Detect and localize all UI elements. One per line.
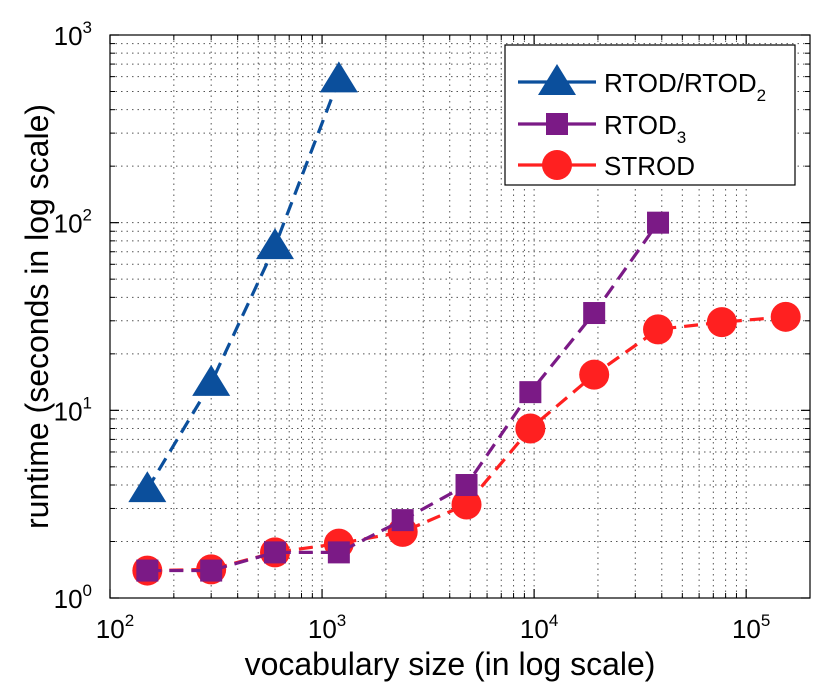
legend-item: STROD (518, 150, 695, 181)
x-tick-label-base: 10 (308, 614, 337, 644)
plot-frame (109, 34, 811, 599)
legend-label: RTOD3 (604, 110, 686, 147)
y-tick-label: 102 (54, 206, 92, 239)
series-triangle (128, 61, 358, 503)
y-tick-label-base: 10 (54, 209, 83, 239)
data-point-square (136, 559, 159, 582)
y-tick-label: 101 (54, 393, 92, 426)
data-point-square (455, 474, 478, 497)
data-point-square (647, 211, 670, 234)
y-tick-label-exponent: 0 (83, 581, 92, 600)
data-point-triangle (319, 61, 358, 93)
data-point-circle (579, 359, 610, 390)
legend: RTOD/RTOD2 RTOD3 STROD (504, 44, 796, 186)
legend-marker-triangle (538, 64, 576, 95)
data-point-circle (515, 413, 546, 444)
data-point-triangle (192, 364, 231, 396)
y-tick-label-exponent: 2 (83, 206, 92, 225)
data-point-square (264, 541, 287, 564)
x-tick-label: 102 (96, 611, 134, 644)
data-point-square (327, 541, 350, 564)
y-tick-label-exponent: 1 (83, 393, 92, 412)
data-point-circle (770, 301, 801, 332)
x-tick-label-exponent: 2 (125, 611, 134, 630)
legend-label-text: STROD (604, 151, 695, 181)
series-circle (132, 301, 801, 586)
legend-marker-square (546, 113, 568, 135)
data-point-circle (706, 307, 737, 338)
x-tick-label: 104 (520, 611, 558, 644)
legend-label-text: RTOD/RTOD (604, 68, 757, 98)
x-tick-label-exponent: 4 (549, 611, 558, 630)
data-point-square (200, 559, 223, 582)
x-tick-label: 103 (308, 611, 346, 644)
data-point-square (519, 381, 542, 404)
x-tick-label-exponent: 5 (761, 611, 770, 630)
legend-label-subscript: 2 (757, 86, 766, 105)
y-tick-label: 100 (54, 581, 92, 614)
data-point-triangle (256, 228, 295, 260)
y-tick-label-base: 10 (54, 21, 83, 51)
data-point-square (391, 509, 414, 532)
data-point-triangle (128, 471, 167, 503)
legend-label-subscript: 3 (677, 128, 686, 147)
y-tick-label-base: 10 (54, 396, 83, 426)
series-line (147, 315, 786, 573)
series-line (145, 78, 341, 491)
legend-label-text: RTOD (604, 110, 677, 140)
x-tick-label-base: 10 (520, 614, 549, 644)
x-tick-label: 105 (732, 611, 770, 644)
x-tick-label-base: 10 (96, 614, 125, 644)
series-square (136, 211, 670, 582)
y-axis-title: runtime (seconds in log scale) (19, 104, 55, 529)
data-point-circle (451, 489, 482, 520)
y-tick-label-exponent: 3 (83, 18, 92, 37)
legend-label: STROD (604, 151, 695, 181)
legend-item: RTOD3 (518, 110, 686, 147)
data-point-square (583, 302, 606, 325)
legend-label: RTOD/RTOD2 (604, 68, 766, 105)
x-axis-title: vocabulary size (in log scale) (245, 646, 656, 682)
x-tick-label-exponent: 3 (337, 611, 346, 630)
x-tick-label-base: 10 (732, 614, 761, 644)
y-tick-label-base: 10 (54, 584, 83, 614)
legend-marker-circle (542, 150, 572, 180)
data-point-circle (643, 314, 674, 345)
legend-item: RTOD/RTOD2 (518, 64, 766, 105)
series (128, 61, 801, 586)
y-tick-label: 103 (54, 18, 92, 51)
